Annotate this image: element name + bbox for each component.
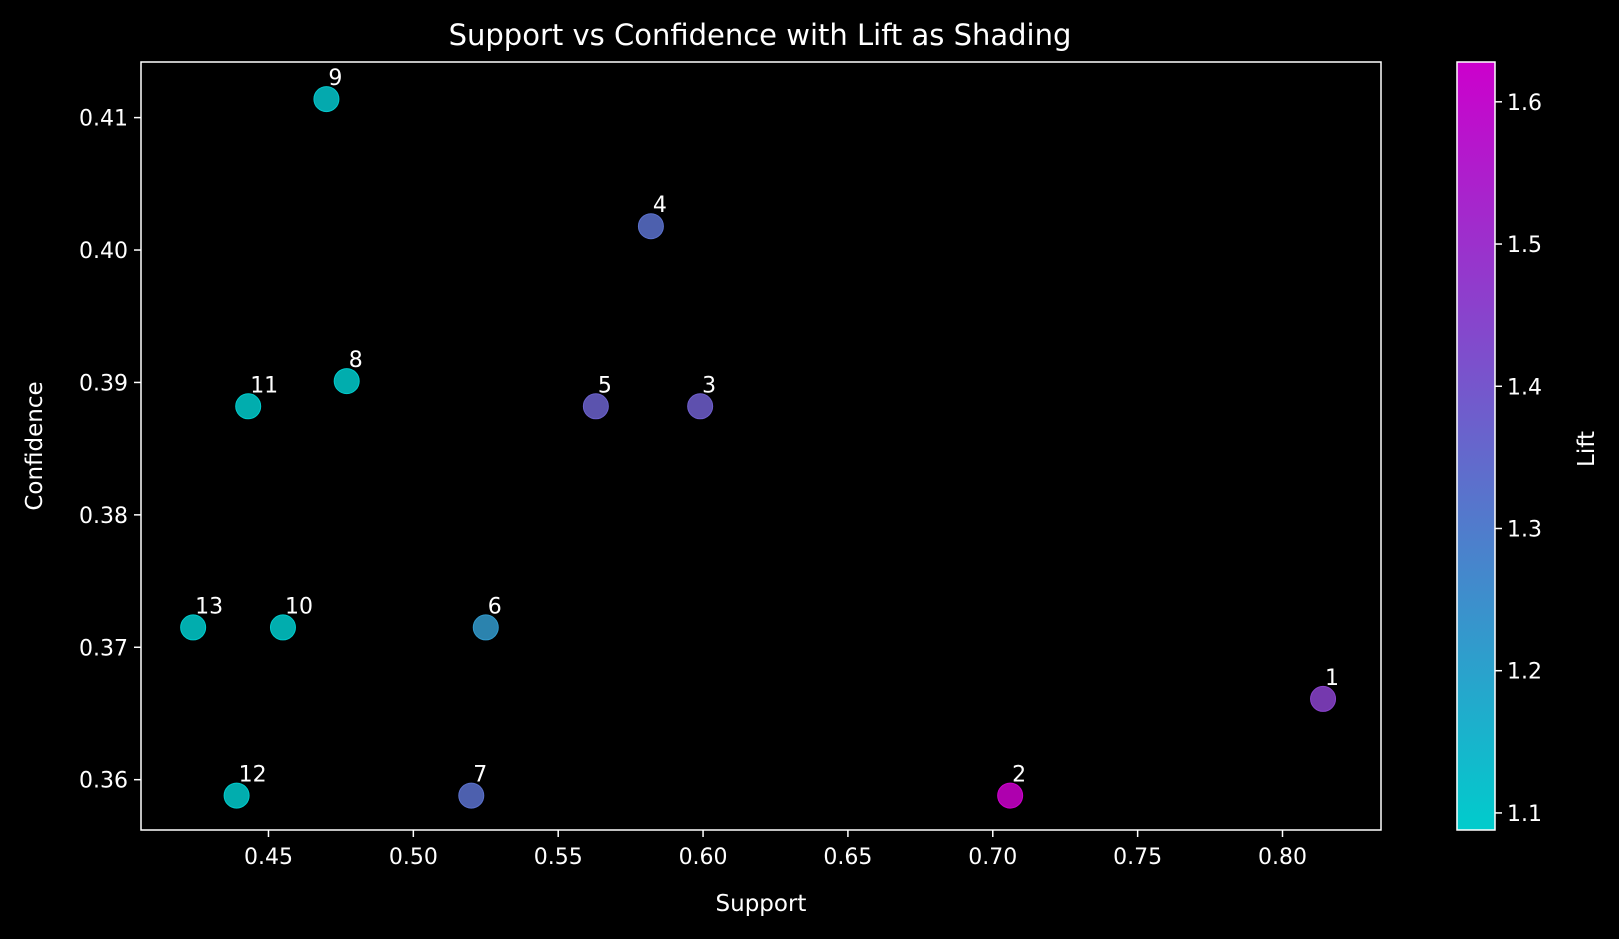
x-axis-label: Support — [716, 891, 807, 917]
y-tick-label: 0.41 — [79, 107, 128, 132]
x-tick-label: 0.75 — [1113, 845, 1162, 870]
y-tick-label: 0.38 — [79, 504, 128, 529]
colorbar-tick-label: 1.1 — [1507, 802, 1542, 827]
point-label: 6 — [488, 594, 502, 619]
scatter-point — [1310, 685, 1337, 712]
colorbar — [1456, 61, 1496, 831]
scatter-point — [313, 86, 340, 113]
x-tick-label: 0.80 — [1258, 845, 1307, 870]
chart-title: Support vs Confidence with Lift as Shadi… — [449, 18, 1072, 52]
point-label: 2 — [1012, 763, 1026, 788]
colorbar-tick-label: 1.4 — [1507, 375, 1542, 400]
scatter-point — [997, 782, 1024, 809]
scatter-point — [637, 213, 664, 240]
x-tick-label: 0.45 — [244, 845, 293, 870]
colorbar-axis: 1.1 1.2 1.3 1.4 1.5 1.6 — [1495, 91, 1542, 827]
point-label: 8 — [349, 348, 363, 373]
y-tick-label: 0.40 — [79, 239, 128, 264]
point-label: 12 — [239, 763, 267, 788]
y-axis-label: Confidence — [22, 381, 48, 510]
x-tick-label: 0.70 — [968, 845, 1017, 870]
colorbar-tick-label: 1.3 — [1507, 517, 1542, 542]
scatter-point — [458, 782, 485, 809]
plot-area — [140, 61, 1382, 831]
scatter-point — [180, 614, 207, 641]
scatter-point — [687, 393, 714, 420]
x-tick-label: 0.60 — [679, 845, 728, 870]
scatter-point — [269, 614, 296, 641]
y-tick-label: 0.39 — [79, 371, 128, 396]
colorbar-tick-label: 1.2 — [1507, 660, 1542, 685]
point-label: 13 — [195, 594, 223, 619]
scatter-point — [582, 393, 609, 420]
x-tick-label: 0.55 — [534, 845, 583, 870]
point-label: 4 — [653, 193, 667, 218]
colorbar-tick-label: 1.5 — [1507, 233, 1542, 258]
scatter-point — [235, 393, 262, 420]
scatter-point — [333, 368, 360, 395]
point-label: 5 — [598, 373, 612, 398]
y-axis: 0.36 0.37 0.38 0.39 0.40 0.41 — [79, 107, 141, 794]
x-axis: 0.45 0.50 0.55 0.60 0.65 0.70 0.75 0.80 — [244, 830, 1307, 870]
point-label: 9 — [328, 66, 342, 91]
x-tick-label: 0.50 — [389, 845, 438, 870]
colorbar-tick-label: 1.6 — [1507, 91, 1542, 116]
x-tick-label: 0.65 — [823, 845, 872, 870]
point-label: 1 — [1325, 666, 1339, 691]
point-label: 11 — [250, 373, 278, 398]
colorbar-label: Lift — [1574, 431, 1600, 467]
y-tick-label: 0.36 — [79, 769, 128, 794]
point-label: 3 — [702, 373, 716, 398]
point-label: 7 — [473, 763, 487, 788]
scatter-point — [472, 614, 499, 641]
scatter-point — [223, 782, 250, 809]
point-label: 10 — [285, 594, 313, 619]
y-tick-label: 0.37 — [79, 636, 128, 661]
